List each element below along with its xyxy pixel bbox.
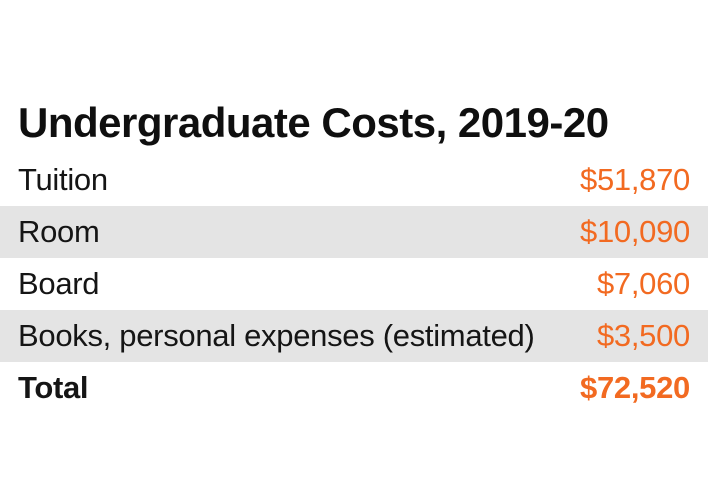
row-label: Board	[18, 266, 100, 301]
row-value: $3,500	[596, 318, 690, 353]
row-value: $51,870	[580, 162, 690, 197]
table-row-total: Total $72,520	[0, 362, 708, 414]
table-row-room: Room $10,090	[0, 206, 708, 258]
row-label: Room	[18, 214, 100, 249]
total-label: Total	[18, 370, 89, 405]
row-label: Books, personal expenses (estimated)	[18, 318, 535, 353]
table-row-tuition: Tuition $51,870	[0, 154, 708, 206]
table-row-board: Board $7,060	[0, 258, 708, 310]
cost-table: Tuition $51,870 Room $10,090 Board $7,06…	[0, 154, 708, 414]
row-value: $7,060	[596, 266, 690, 301]
table-row-books: Books, personal expenses (estimated) $3,…	[0, 310, 708, 362]
table-title: Undergraduate Costs, 2019-20	[18, 99, 609, 146]
total-value: $72,520	[580, 370, 690, 405]
row-label: Tuition	[18, 162, 108, 197]
row-value: $10,090	[580, 214, 690, 249]
